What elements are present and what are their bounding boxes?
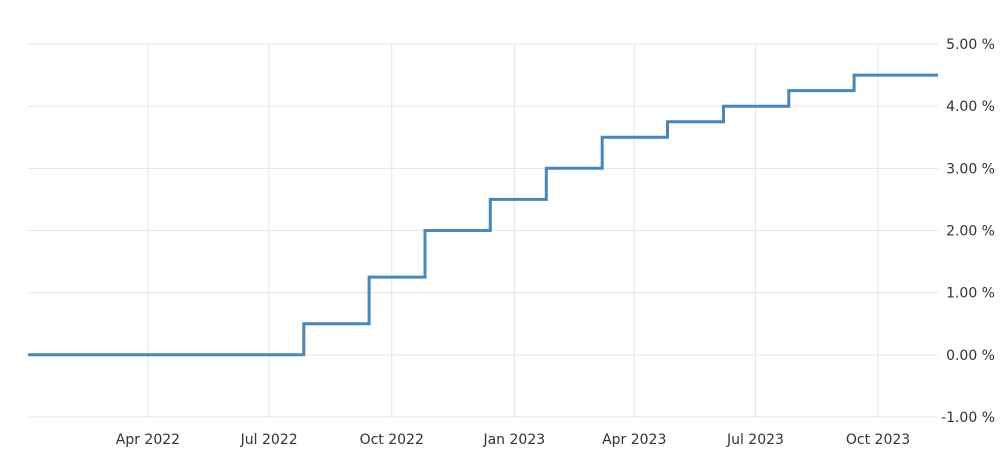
y-tick-label: 1.00 % xyxy=(946,286,995,302)
y-tick-label: 2.00 % xyxy=(946,224,995,240)
x-tick-label: Oct 2023 xyxy=(846,432,910,448)
y-axis-ticks: 5.00 % 4.00 % 3.00 % 2.00 % 1.00 % 0.00 % -1.0… xyxy=(941,37,995,426)
series-line xyxy=(28,73,938,357)
x-axis-ticks: Apr 2022 Jul 2022 Oct 2022 Jan 2023 Apr 2023… xyxy=(116,432,910,448)
series-layer xyxy=(28,73,938,357)
y-tick-label: 3.00 % xyxy=(946,161,995,177)
y-tick-label: 4.00 % xyxy=(946,99,995,115)
x-tick-label: Apr 2023 xyxy=(602,432,666,448)
y-tick-label: -1.00 % xyxy=(941,410,995,426)
x-tick-label: Jul 2022 xyxy=(240,432,298,448)
y-tick-label: 0.00 % xyxy=(946,348,995,364)
x-tick-label: Oct 2022 xyxy=(360,432,424,448)
x-tick-label: Jul 2023 xyxy=(726,432,784,448)
y-tick-label: 5.00 % xyxy=(946,37,995,53)
x-tick-label: Apr 2022 xyxy=(116,432,180,448)
x-tick-label: Jan 2023 xyxy=(482,432,545,448)
